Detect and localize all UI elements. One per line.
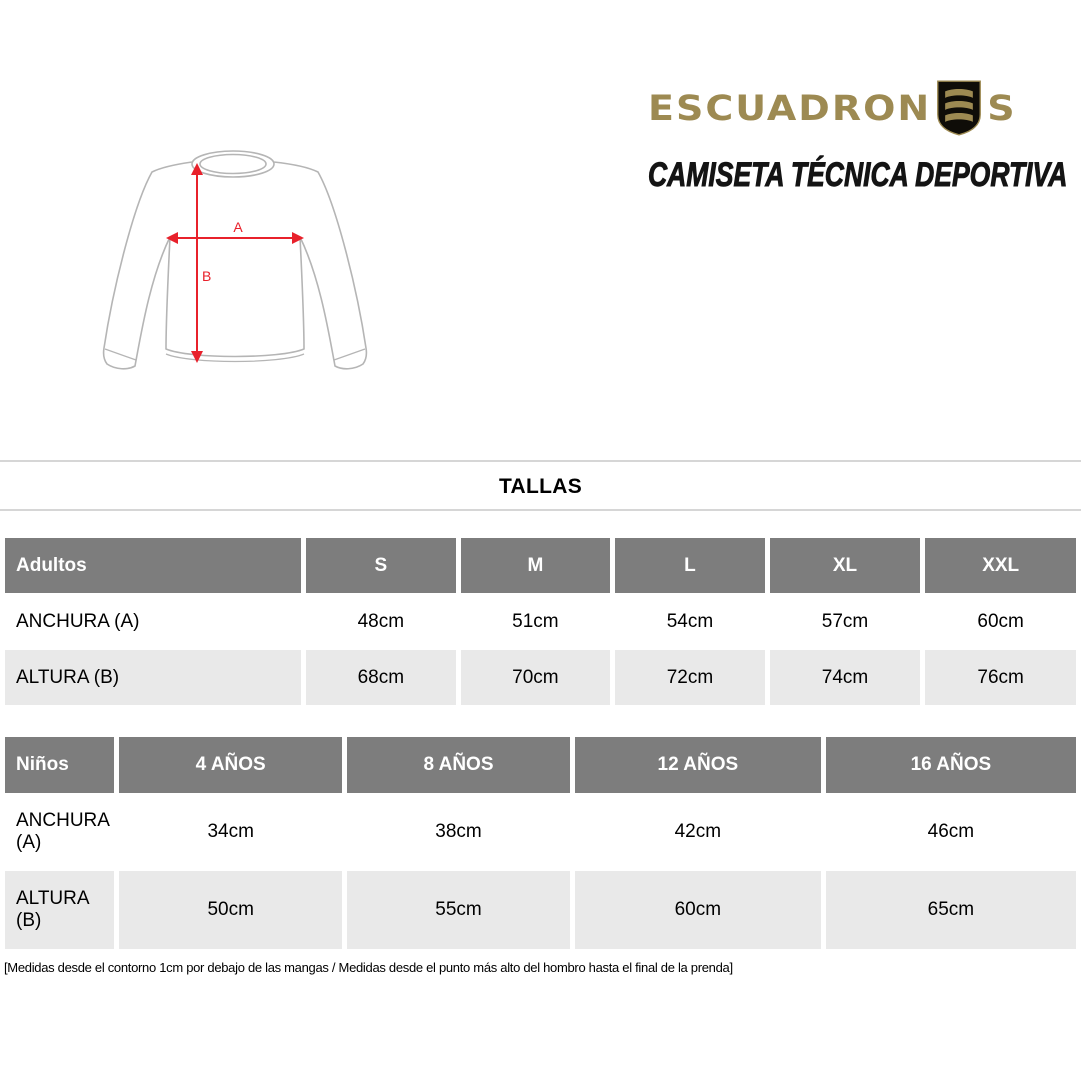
adults-header-row: Adultos S M L XL XXL <box>5 538 1076 593</box>
cell-value: 38cm <box>347 793 570 871</box>
shirt-stitching <box>104 348 366 363</box>
product-title: CAMISETA TÉCNICA DEPORTIVA <box>648 156 1068 195</box>
size-8-header: 8 AÑOS <box>347 737 570 793</box>
cell-value: 55cm <box>347 871 570 949</box>
kids-header-row: Niños 4 AÑOS 8 AÑOS 12 AÑOS 16 AÑOS <box>5 737 1076 793</box>
cell-value: 76cm <box>925 650 1076 705</box>
brand-block: ESCUADRON S CAMISETA TÉCNICA DEPORTIVA <box>648 74 1068 195</box>
size-l-header: L <box>615 538 765 593</box>
adults-size-table: Adultos S M L XL XXL ANCHURA (A) 48cm 51… <box>0 538 1081 705</box>
cell-value: 48cm <box>306 593 456 650</box>
cell-value: 46cm <box>825 793 1076 871</box>
adults-height-row: ALTURA (B) 68cm 70cm 72cm 74cm 76cm <box>5 650 1076 705</box>
kids-width-row: ANCHURA (A) 34cm 38cm 42cm 46cm <box>5 793 1076 871</box>
measurement-label-b: B <box>202 268 211 284</box>
collar-inner <box>199 153 267 175</box>
cell-value: 60cm <box>574 871 821 949</box>
size-12-header: 12 AÑOS <box>574 737 821 793</box>
cell-value: 34cm <box>119 793 343 871</box>
cell-value: 42cm <box>574 793 821 871</box>
shirt-outline <box>102 150 368 370</box>
row-label: ANCHURA (A) <box>5 593 302 650</box>
cell-value: 50cm <box>119 871 343 949</box>
logo-text-left: ESCUADRON <box>648 87 932 129</box>
adults-header-label: Adultos <box>5 538 302 593</box>
cell-value: 57cm <box>769 593 921 650</box>
size-m-header: M <box>460 538 611 593</box>
arrowheads <box>166 163 304 363</box>
measurement-footnote: [Medidas desde el contorno 1cm por debaj… <box>4 960 733 975</box>
logo-text-right: S <box>987 87 1017 129</box>
brand-logo: ESCUADRON S <box>648 74 1068 142</box>
cell-value: 72cm <box>615 650 765 705</box>
size-s-header: S <box>306 538 456 593</box>
measurement-label-a: A <box>233 219 243 235</box>
size-4-header: 4 AÑOS <box>119 737 343 793</box>
row-label: ANCHURA (A) <box>5 793 115 871</box>
divider-top <box>0 460 1081 462</box>
kids-header-label: Niños <box>5 737 115 793</box>
cell-value: 68cm <box>306 650 456 705</box>
cell-value: 51cm <box>460 593 611 650</box>
row-label: ALTURA (B) <box>5 871 115 949</box>
adults-width-row: ANCHURA (A) 48cm 51cm 54cm 57cm 60cm <box>5 593 1076 650</box>
size-xl-header: XL <box>769 538 921 593</box>
cell-value: 54cm <box>615 593 765 650</box>
shirt-diagram: A B <box>102 150 368 370</box>
cell-value: 70cm <box>460 650 611 705</box>
divider-bottom <box>0 509 1081 511</box>
cell-value: 74cm <box>769 650 921 705</box>
row-label: ALTURA (B) <box>5 650 302 705</box>
cell-value: 60cm <box>925 593 1076 650</box>
shield-icon <box>937 80 982 136</box>
measurement-arrows <box>170 167 300 359</box>
kids-size-table: Niños 4 AÑOS 8 AÑOS 12 AÑOS 16 AÑOS ANCH… <box>0 737 1081 949</box>
cell-value: 65cm <box>825 871 1076 949</box>
size-16-header: 16 AÑOS <box>825 737 1076 793</box>
section-title: TALLAS <box>498 475 583 498</box>
size-xxl-header: XXL <box>925 538 1076 593</box>
kids-height-row: ALTURA (B) 50cm 55cm 60cm 65cm <box>5 871 1076 949</box>
